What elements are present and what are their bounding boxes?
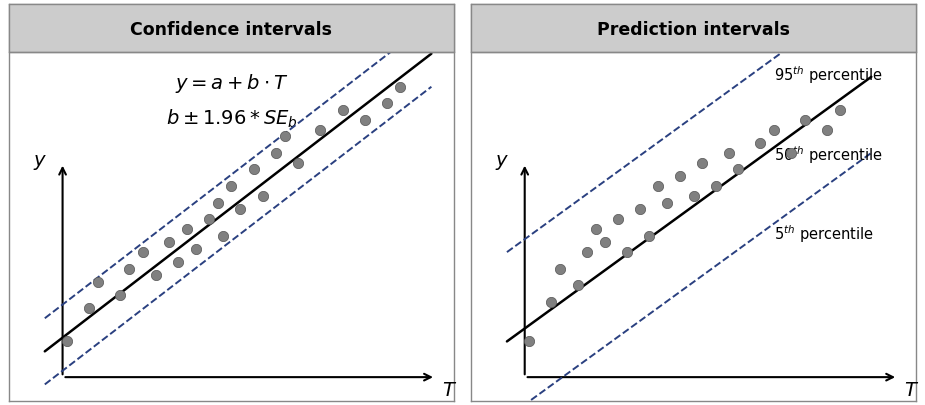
Point	[171, 259, 186, 265]
Text: $T$: $T$	[904, 381, 919, 400]
Point	[709, 183, 723, 189]
Point	[290, 160, 305, 166]
Point	[246, 166, 261, 173]
Point	[335, 107, 350, 113]
Point	[783, 150, 798, 156]
Point	[598, 239, 612, 245]
Point	[122, 265, 137, 272]
Text: 95$^{th}$ percentile: 95$^{th}$ percentile	[773, 65, 882, 86]
Point	[610, 216, 625, 222]
Point	[766, 126, 781, 133]
Point	[179, 226, 194, 232]
Text: $b \pm 1.96 * SE_b$: $b \pm 1.96 * SE_b$	[166, 108, 297, 130]
Point	[357, 117, 372, 123]
Point	[113, 292, 128, 298]
Point	[731, 166, 746, 173]
Point	[135, 249, 150, 256]
Point	[268, 150, 283, 156]
Text: Confidence intervals: Confidence intervals	[130, 21, 332, 39]
Point	[820, 126, 834, 133]
Point	[162, 239, 177, 245]
Point	[202, 216, 216, 222]
Text: $T$: $T$	[441, 381, 457, 400]
Point	[379, 100, 394, 107]
Point	[216, 232, 230, 239]
Point	[620, 249, 635, 256]
Point	[633, 206, 648, 212]
Point	[91, 279, 105, 285]
Bar	[9, 4, 453, 52]
Point	[149, 272, 164, 279]
Text: 5$^{th}$ percentile: 5$^{th}$ percentile	[773, 224, 873, 245]
Text: $y$: $y$	[33, 153, 47, 172]
Point	[686, 193, 701, 199]
Point	[660, 199, 674, 206]
Point	[642, 232, 657, 239]
Point	[580, 249, 595, 256]
Point	[832, 107, 847, 113]
Point	[571, 282, 586, 288]
Bar	[472, 4, 916, 52]
Point	[278, 133, 292, 140]
Point	[233, 206, 248, 212]
Point	[81, 305, 96, 311]
Point	[650, 183, 665, 189]
Text: $y = a + b \cdot T$: $y = a + b \cdot T$	[175, 72, 288, 95]
Point	[224, 183, 239, 189]
Text: $y$: $y$	[496, 153, 510, 172]
Point	[544, 298, 559, 305]
Point	[211, 199, 226, 206]
Point	[393, 83, 408, 90]
Point	[695, 160, 709, 166]
Point	[753, 140, 768, 146]
Point	[722, 150, 736, 156]
Point	[588, 226, 603, 232]
Point	[313, 126, 327, 133]
Point	[522, 338, 536, 345]
Point	[553, 265, 568, 272]
Point	[189, 245, 204, 252]
Point	[59, 338, 74, 345]
Point	[255, 193, 270, 199]
Point	[672, 173, 687, 179]
Point	[797, 117, 812, 123]
Text: 50$^{th}$ percentile: 50$^{th}$ percentile	[773, 144, 882, 166]
Text: Prediction intervals: Prediction intervals	[597, 21, 790, 39]
